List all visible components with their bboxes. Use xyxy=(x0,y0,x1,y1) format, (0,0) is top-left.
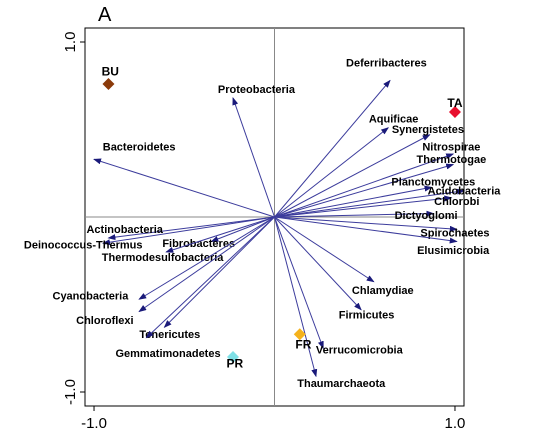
arrow-label: Proteobacteria xyxy=(218,84,296,96)
loading-arrow xyxy=(138,216,275,313)
site-marker xyxy=(448,106,461,118)
loading-arrow xyxy=(274,185,433,218)
arrow-label: Deinococcus-Thermus xyxy=(24,240,143,252)
arrow-label: Nitrospirae xyxy=(422,142,480,154)
arrow-label: Thermodesulfobacteria xyxy=(102,252,225,264)
y-tick-label: 1.0 xyxy=(62,32,79,53)
site-label: BU xyxy=(102,64,119,78)
loading-arrow xyxy=(274,153,455,218)
loading-arrow xyxy=(107,216,275,241)
loading-arrow xyxy=(274,210,435,218)
loading-arrow xyxy=(274,134,431,218)
loading-arrow xyxy=(274,216,458,232)
loading-arrow xyxy=(145,216,275,339)
arrow-label: Chlorobi xyxy=(434,196,479,208)
x-tick-label: -1.0 xyxy=(81,415,107,432)
loading-arrow xyxy=(274,216,458,244)
arrow-label: Aquificae xyxy=(369,114,419,126)
arrow-label: Chloroflexi xyxy=(76,315,133,327)
site-markers: BU TA FR PR xyxy=(102,64,463,370)
arrow-label: Thaumarchaeota xyxy=(297,378,386,390)
site-label: FR xyxy=(295,337,311,351)
arrow-label: Deferribacteres xyxy=(346,58,427,70)
loading-arrow xyxy=(274,216,324,350)
arrow-label: Synergistetes xyxy=(392,124,464,136)
arrow-label: Cyanobacteria xyxy=(53,290,130,302)
site-label: PR xyxy=(226,357,243,371)
loading-arrow xyxy=(274,216,318,378)
axis-ticks: -1.0 1.0 1.0 -1.0 xyxy=(62,32,465,432)
loading-arrow xyxy=(232,97,275,218)
loading-arrow xyxy=(93,158,275,218)
loading-arrow xyxy=(210,216,275,242)
loading-arrows: Deferribacteres Proteobacteria AquificaeSy… xyxy=(24,58,501,390)
arrow-label: Verrucomicrobia xyxy=(316,345,404,357)
arrow-label: Fibrobacteres xyxy=(162,238,235,250)
loading-arrow xyxy=(163,216,275,328)
loading-arrow xyxy=(138,216,275,300)
y-tick-label: -1.0 xyxy=(62,379,79,405)
loading-arrow xyxy=(274,163,455,218)
site-marker xyxy=(102,78,115,90)
site-marker xyxy=(226,351,239,363)
loading-arrow xyxy=(102,216,275,246)
arrow-label: Planctomycetes xyxy=(391,177,475,189)
arrow-label: Actinobacteria xyxy=(86,224,163,236)
arrow-label: Dictyoglomi xyxy=(395,210,458,222)
arrow-label: Gemmatimonadetes xyxy=(115,348,220,360)
arrow-label: Elusimicrobia xyxy=(417,245,490,257)
loading-arrow xyxy=(274,188,465,218)
site-label: TA xyxy=(447,96,462,110)
arrow-label: Firmicutes xyxy=(339,310,395,322)
arrow-label: Acidobacteria xyxy=(428,185,502,197)
arrow-label: Thermotogae xyxy=(417,154,487,166)
loading-arrow xyxy=(274,216,375,283)
arrow-label: Spirochaetes xyxy=(420,227,489,239)
loading-arrow xyxy=(165,216,275,253)
loading-arrow xyxy=(274,79,391,218)
x-tick-label: 1.0 xyxy=(445,415,466,432)
arrow-label: Bacteroidetes xyxy=(103,142,176,154)
loading-arrow xyxy=(274,127,389,218)
site-marker xyxy=(293,328,306,341)
arrow-label: Chlamydiae xyxy=(352,285,414,297)
loading-arrow xyxy=(274,195,453,218)
arrow-label: Tenericutes xyxy=(139,329,200,341)
panel-label: A xyxy=(98,4,112,26)
loading-arrow xyxy=(274,216,362,311)
